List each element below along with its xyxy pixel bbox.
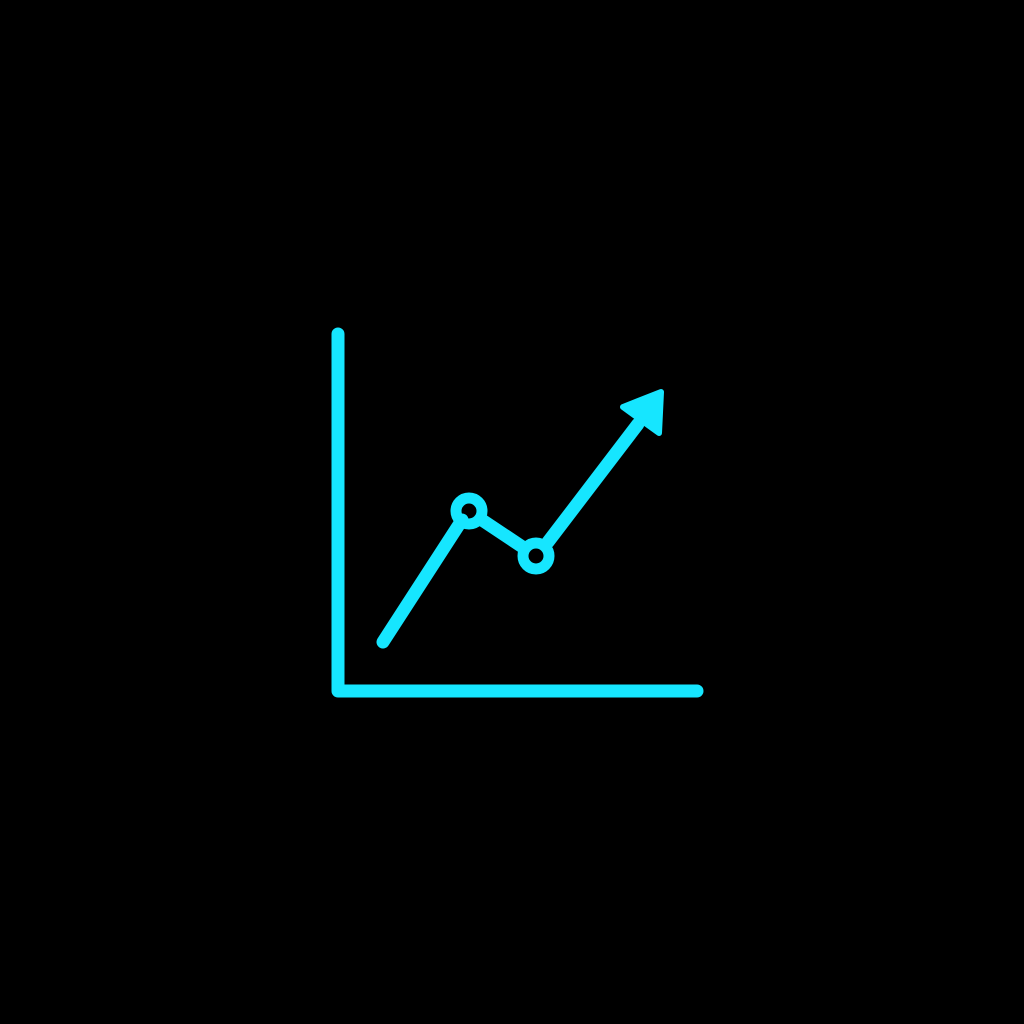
trend-line-segment-1 [376, 513, 469, 649]
chart-axes [331, 327, 704, 698]
arrow-head-icon [620, 389, 664, 436]
trend-line-segment-3 [541, 417, 645, 549]
trend-line-segment-2 [475, 513, 531, 555]
data-point-marker-2 [517, 537, 555, 575]
data-point-marker-1 [450, 492, 488, 530]
